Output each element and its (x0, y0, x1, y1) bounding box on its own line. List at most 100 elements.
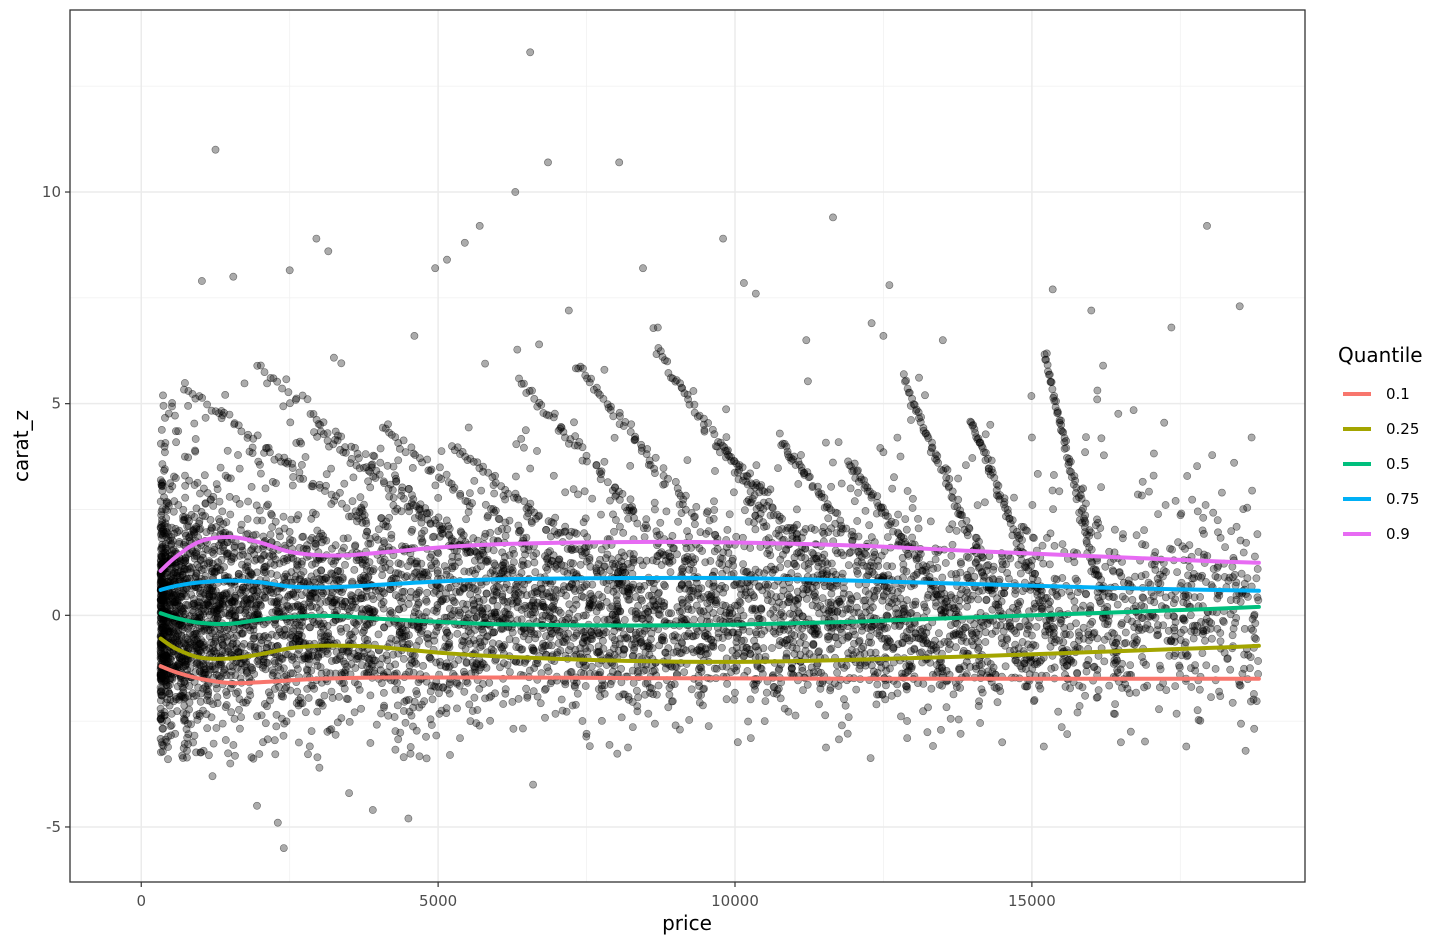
scatter-point (358, 705, 365, 712)
scatter-point (723, 663, 730, 670)
scatter-point (1039, 542, 1046, 549)
scatter-point (1155, 510, 1162, 517)
scatter-point (280, 693, 287, 700)
scatter-point (948, 552, 955, 559)
scatter-point (1067, 623, 1074, 630)
scatter-point (318, 700, 325, 707)
scatter-point (1094, 532, 1101, 539)
scatter-point (301, 601, 308, 608)
scatter-point (573, 601, 580, 608)
scatter-point (1106, 682, 1113, 689)
scatter-point (227, 511, 234, 518)
scatter-point (170, 508, 177, 515)
scatter-point (191, 420, 198, 427)
scatter-point (1098, 484, 1105, 491)
scatter-point (1189, 496, 1196, 503)
scatter-point (946, 641, 953, 648)
scatter-point (262, 588, 269, 595)
scatter-point (1145, 488, 1152, 495)
scatter-point (356, 686, 363, 693)
scatter-point (924, 729, 931, 736)
scatter-point (315, 617, 322, 624)
scatter-point (202, 572, 209, 579)
scatter-point (193, 630, 200, 637)
scatter-point (1216, 688, 1223, 695)
scatter-point (1122, 639, 1129, 646)
scatter-point (295, 739, 302, 746)
scatter-point (318, 530, 325, 537)
scatter-point (506, 669, 513, 676)
scatter-point (753, 462, 760, 469)
scatter-point (947, 592, 954, 599)
scatter-point (510, 725, 517, 732)
scatter-point (476, 685, 483, 692)
scatter-point (792, 712, 799, 719)
scatter-point (963, 553, 970, 560)
scatter-point (810, 642, 817, 649)
scatter-point (487, 717, 494, 724)
scatter-point (965, 574, 972, 581)
scatter-point (501, 553, 508, 560)
scatter-point (284, 557, 291, 564)
scatter-point (920, 601, 927, 608)
scatter-point (854, 517, 861, 524)
scatter-point (238, 660, 245, 667)
scatter-point (1072, 575, 1079, 582)
scatter-point (521, 630, 528, 637)
scatter-point (842, 702, 849, 709)
scatter-point (1132, 573, 1139, 580)
scatter-point (1033, 623, 1040, 630)
scatter-point (1059, 541, 1066, 548)
scatter-point (417, 630, 424, 637)
scatter-point (304, 546, 311, 553)
scatter-point (982, 638, 989, 645)
scatter-point (620, 691, 627, 698)
scatter-point (436, 710, 443, 717)
scatter-point (376, 661, 383, 668)
scatter-point (185, 402, 192, 409)
scatter-point (325, 597, 332, 604)
scatter-point (308, 682, 315, 689)
scatter-point (527, 465, 534, 472)
scatter-point (614, 750, 621, 757)
scatter-point (651, 499, 658, 506)
scatter-point (609, 634, 616, 641)
scatter-point (1098, 435, 1105, 442)
scatter-point (634, 708, 641, 715)
scatter-point (256, 597, 263, 604)
scatter-point (1082, 692, 1089, 699)
scatter-point (1214, 595, 1221, 602)
scatter-point (606, 497, 613, 504)
scatter-point (313, 604, 320, 611)
scatter-point (441, 563, 448, 570)
scatter-point (586, 743, 593, 750)
scatter-point (255, 458, 262, 465)
scatter-point (184, 734, 191, 741)
scatter-point (1161, 419, 1168, 426)
scatter-point (889, 485, 896, 492)
scatter-point (335, 693, 342, 700)
scatter-point (346, 718, 353, 725)
scatter-point (504, 661, 511, 668)
scatter-point (269, 551, 276, 558)
scatter-point (811, 526, 818, 533)
scatter-point (263, 703, 270, 710)
scatter-point (914, 515, 921, 522)
scatter-point (434, 605, 441, 612)
scatter-point (1194, 707, 1201, 714)
scatter-point (451, 607, 458, 614)
scatter-point (346, 631, 353, 638)
scatter-point (379, 565, 386, 572)
scatter-point (166, 486, 173, 493)
scatter-point (308, 728, 315, 735)
scatter-point (974, 502, 981, 509)
scatter-point (1133, 689, 1140, 696)
scatter-point (723, 406, 730, 413)
scatter-point (1058, 724, 1065, 731)
scatter-point (383, 652, 390, 659)
scatter-point (710, 498, 717, 505)
scatter-point (408, 528, 415, 535)
scatter-point (584, 534, 591, 541)
scatter-point (159, 392, 166, 399)
scatter-point (272, 518, 279, 525)
